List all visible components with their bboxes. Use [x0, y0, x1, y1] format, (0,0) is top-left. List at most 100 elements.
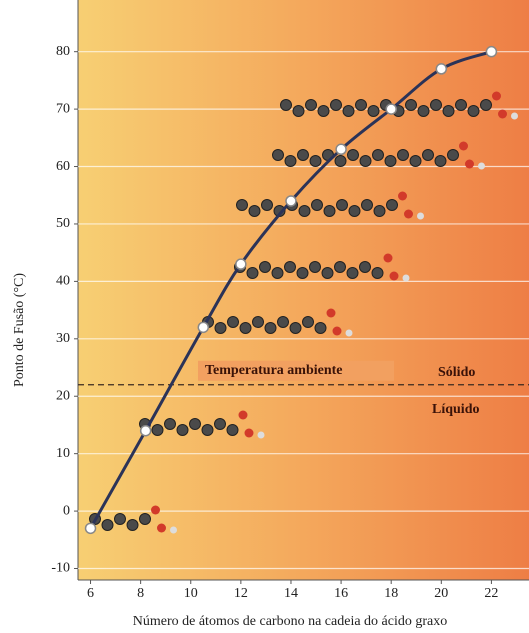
atom	[404, 209, 413, 219]
x-tick-label: 22	[484, 586, 498, 601]
point	[197, 321, 210, 334]
annotation: Temperatura ambiente	[205, 363, 343, 378]
atom	[348, 205, 361, 217]
x-tick-label: 12	[234, 586, 248, 601]
point	[84, 522, 97, 535]
atom	[326, 308, 336, 318]
molecule-illustration	[280, 91, 518, 120]
molecule-illustration	[89, 505, 177, 534]
atom	[417, 212, 424, 220]
x-tick-label: 18	[384, 586, 398, 601]
atom	[214, 322, 227, 334]
point	[385, 103, 397, 115]
atom	[189, 418, 201, 430]
atom	[289, 322, 302, 334]
x-tick-label: 10	[184, 586, 198, 601]
atom	[397, 149, 409, 161]
atom	[346, 267, 359, 279]
atom	[478, 162, 485, 170]
molecule-illustration	[236, 191, 424, 220]
y-tick-label: 30	[56, 331, 70, 346]
atom	[492, 91, 501, 101]
atom	[347, 149, 359, 161]
atom	[317, 105, 330, 117]
x-axis-label: Número de átomos de carbono na cadeia do…	[133, 614, 448, 629]
y-tick-label: 70	[56, 101, 70, 116]
atom	[151, 424, 164, 436]
atom	[447, 149, 459, 161]
atom	[257, 431, 265, 439]
atom	[383, 253, 393, 263]
y-tick-label: 20	[56, 388, 70, 403]
atom	[297, 149, 309, 161]
atom	[323, 205, 336, 217]
atom	[384, 155, 397, 167]
atom	[248, 205, 261, 217]
atom	[430, 99, 442, 111]
line	[89, 50, 492, 530]
atom	[226, 424, 239, 436]
atom	[311, 199, 323, 211]
atom	[373, 205, 386, 217]
atom	[246, 267, 259, 279]
atom	[264, 322, 277, 334]
atom	[296, 267, 309, 279]
atom	[151, 505, 160, 515]
atom	[176, 424, 189, 436]
atom	[334, 155, 347, 167]
atom	[367, 105, 380, 117]
atom	[455, 99, 467, 111]
atom	[244, 428, 254, 438]
y-tick-label: 40	[56, 274, 70, 289]
atom	[272, 149, 284, 161]
atom	[114, 513, 126, 525]
point	[285, 195, 297, 207]
atom	[305, 99, 317, 111]
atom	[342, 105, 355, 117]
point	[335, 143, 347, 156]
atom	[238, 410, 248, 420]
point	[139, 424, 152, 437]
x-tick-label: 20	[434, 586, 448, 601]
atom	[284, 261, 296, 273]
atom	[314, 322, 327, 334]
molecule-illustration	[234, 253, 410, 282]
plot-background	[78, 0, 529, 580]
atom	[465, 159, 474, 169]
atom	[236, 199, 248, 211]
atom	[227, 316, 239, 328]
atom	[214, 418, 226, 430]
y-tick-label: 10	[56, 446, 70, 461]
atom	[422, 149, 434, 161]
atom	[164, 418, 176, 430]
molecule-illustration	[202, 308, 353, 337]
atom	[402, 274, 410, 282]
y-tick-label: 50	[56, 216, 70, 231]
atom	[277, 316, 289, 328]
atom	[332, 326, 342, 336]
atom	[309, 155, 322, 167]
atom	[302, 316, 314, 328]
atom	[434, 155, 447, 167]
atom	[398, 191, 407, 201]
atom	[201, 424, 214, 436]
atom	[467, 105, 480, 117]
x-tick-label: 16	[334, 586, 348, 601]
atom	[261, 199, 273, 211]
atom	[459, 141, 468, 151]
atom	[239, 322, 252, 334]
atom	[126, 519, 139, 531]
atom	[372, 149, 384, 161]
y-tick-label: -10	[51, 561, 70, 576]
atom	[359, 261, 371, 273]
point	[485, 45, 498, 58]
atom	[386, 199, 398, 211]
y-axis-label: Ponto de Fusão (°C)	[12, 273, 27, 387]
y-tick-label: 80	[56, 44, 70, 59]
y-tick-label: 60	[56, 159, 70, 174]
atom	[389, 271, 399, 281]
annotation: Sólido	[438, 365, 475, 380]
atom	[405, 99, 417, 111]
atom	[355, 99, 367, 111]
